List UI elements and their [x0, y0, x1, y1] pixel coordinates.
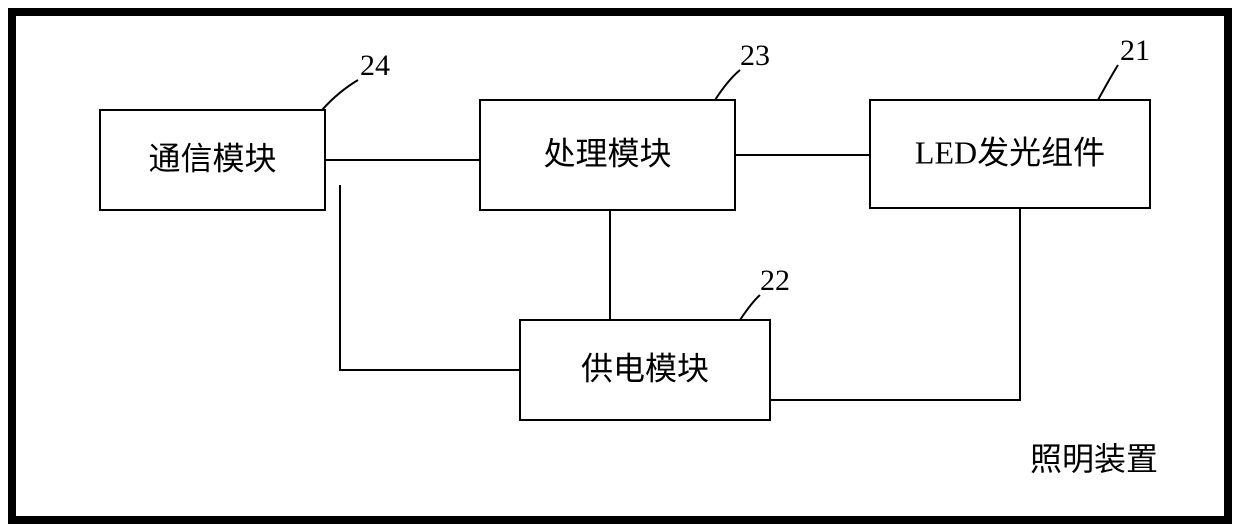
- ref-number-21: 21: [1120, 34, 1150, 67]
- node-label-power: 供电模块: [581, 350, 709, 386]
- leader-21: [1098, 65, 1118, 100]
- ref-number-24: 24: [360, 49, 390, 82]
- leader-24: [322, 80, 358, 110]
- node-label-led: LED发光组件: [915, 134, 1105, 170]
- ref-number-23: 23: [740, 39, 770, 72]
- connector-led-power: [770, 208, 1020, 400]
- node-label-proc: 处理模块: [543, 135, 671, 171]
- diagram-canvas: 通信模块 24 处理模块 23 LED发光组件 21 供电模块 22 照明装置: [0, 0, 1240, 532]
- diagram-title: 照明装置: [1030, 441, 1158, 477]
- connector-comm-power: [340, 185, 520, 370]
- ref-number-22: 22: [760, 264, 790, 297]
- node-label-comm: 通信模块: [148, 140, 276, 176]
- leader-22: [740, 295, 760, 320]
- leader-23: [715, 70, 740, 100]
